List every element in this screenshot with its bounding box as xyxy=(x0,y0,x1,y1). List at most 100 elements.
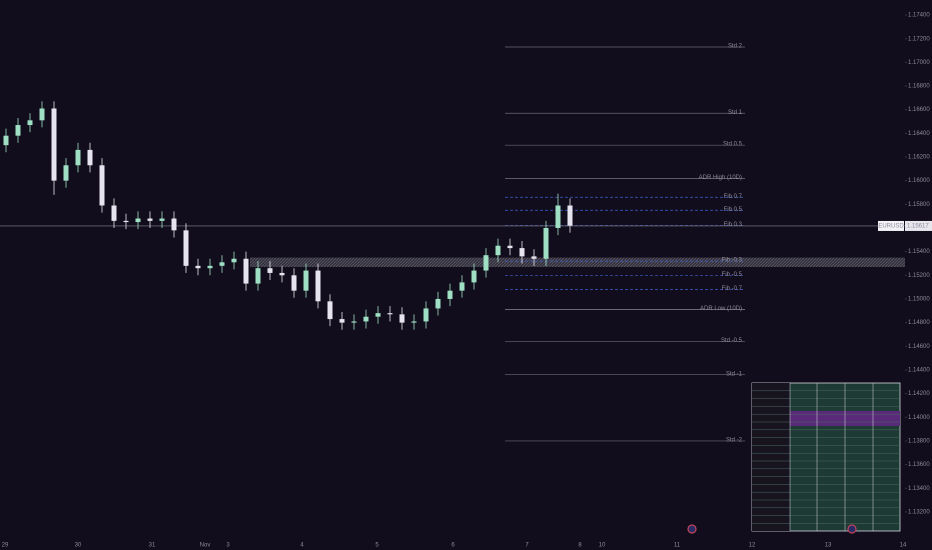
candle-body xyxy=(63,165,69,181)
candle-body xyxy=(303,270,309,291)
candle-body xyxy=(411,321,417,323)
candle-body xyxy=(447,290,453,299)
candle-body xyxy=(219,262,225,266)
candle-body xyxy=(543,227,549,259)
info-table xyxy=(751,382,901,532)
candle-body xyxy=(315,270,321,302)
candle-body xyxy=(483,255,489,271)
candle-body xyxy=(327,301,333,320)
level-label: Std -2 xyxy=(726,438,743,444)
candle-body xyxy=(495,245,501,256)
symbol-box xyxy=(878,220,904,231)
level-label: ADR High (10D) xyxy=(699,175,742,181)
y-tick-label: 1.16000 xyxy=(908,178,930,184)
level-label: Fib 0.7 xyxy=(724,194,743,200)
x-tick-label: 31 xyxy=(149,543,156,549)
candle-body xyxy=(423,308,429,322)
candle-body xyxy=(363,316,369,322)
candle-body xyxy=(267,268,273,273)
candle-body xyxy=(75,149,81,166)
candle-body xyxy=(555,205,561,228)
candle-body xyxy=(231,258,237,263)
candle-body xyxy=(375,313,381,317)
level-label: Fib -0.3 xyxy=(722,258,743,264)
candle-body xyxy=(123,220,129,223)
zone xyxy=(250,257,905,268)
candle-body xyxy=(399,314,405,323)
y-tick-label: 1.13800 xyxy=(908,439,930,445)
y-tick-label: 1.14400 xyxy=(908,368,930,374)
candle-body xyxy=(207,265,213,269)
y-tick-label: 1.17000 xyxy=(908,60,930,66)
y-tick-label: 1.15200 xyxy=(908,273,930,279)
x-tick-label: Nov xyxy=(200,543,211,549)
x-tick-label: 14 xyxy=(900,543,907,549)
symbol-label: EURUSD xyxy=(878,224,904,230)
y-tick-label: 1.14200 xyxy=(908,391,930,397)
level-label: Fib 0.5 xyxy=(724,207,743,213)
x-tick-label: 4 xyxy=(300,543,304,549)
level-label: Fib -0.7 xyxy=(722,286,743,292)
y-tick-label: 1.13600 xyxy=(908,462,930,468)
candle-body xyxy=(51,108,57,181)
candle-body xyxy=(159,218,165,221)
candle-body xyxy=(471,270,477,283)
x-tick-label: 29 xyxy=(2,543,9,549)
y-tick-label: 1.16800 xyxy=(908,84,930,90)
x-tick-label: 12 xyxy=(749,543,756,549)
candle-body xyxy=(351,321,357,323)
candle-body xyxy=(531,256,537,259)
y-tick-label: 1.17400 xyxy=(908,13,930,19)
y-tick-label: 1.15400 xyxy=(908,249,930,255)
x-tick-label: 8 xyxy=(578,543,582,549)
candle-body xyxy=(435,298,441,309)
last-price-label: 1.15617 xyxy=(907,224,929,230)
candle-body xyxy=(279,272,285,276)
level-label: Std 0.5 xyxy=(723,142,743,148)
x-tick-label: 3 xyxy=(226,543,230,549)
x-tick-label: 7 xyxy=(525,543,529,549)
candle-body xyxy=(87,149,93,166)
level-label: Fib -0.5 xyxy=(722,272,743,278)
event-icon[interactable] xyxy=(847,524,857,534)
level-label: Std -0.5 xyxy=(721,338,743,344)
level-label: Std 2 xyxy=(728,44,743,50)
y-tick-label: 1.13200 xyxy=(908,509,930,515)
x-tick-label: 11 xyxy=(674,543,681,549)
candle-body xyxy=(135,218,141,223)
candle-body xyxy=(147,218,153,221)
candle-body xyxy=(567,205,573,226)
level-label: Fib 0.3 xyxy=(724,222,743,228)
candle-body xyxy=(291,275,297,291)
table-header-column xyxy=(752,383,790,531)
candle-body xyxy=(507,245,513,249)
x-tick-label: 6 xyxy=(451,543,455,549)
candle-body xyxy=(459,282,465,291)
y-tick-label: 1.16600 xyxy=(908,107,930,113)
x-tick-label: 13 xyxy=(825,543,832,549)
candle-body xyxy=(255,268,261,284)
candle-body xyxy=(519,248,525,257)
candle-body xyxy=(195,265,201,269)
y-tick-label: 1.16400 xyxy=(908,131,930,137)
candle-body xyxy=(243,258,249,284)
candle-body xyxy=(3,135,9,146)
y-tick-label: 1.14800 xyxy=(908,320,930,326)
candle-body xyxy=(15,125,21,136)
y-tick-label: 1.14600 xyxy=(908,344,930,350)
candle-body xyxy=(39,108,45,121)
y-tick-label: 1.13400 xyxy=(908,486,930,492)
candle-body xyxy=(111,205,117,221)
level-label: Std -1 xyxy=(726,371,743,377)
y-tick-label: 1.17200 xyxy=(908,36,930,42)
y-tick-label: 1.16200 xyxy=(908,155,930,161)
x-tick-label: 10 xyxy=(599,543,606,549)
candle-body xyxy=(27,120,33,126)
candle-body xyxy=(387,313,393,315)
event-icon[interactable] xyxy=(687,524,697,534)
candle-body xyxy=(339,319,345,323)
y-tick-label: 1.14000 xyxy=(908,415,930,421)
candle-body xyxy=(183,230,189,266)
